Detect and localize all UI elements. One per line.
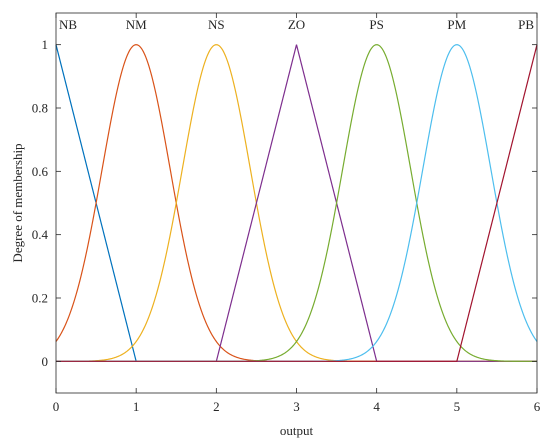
plot-layer bbox=[55, 44, 538, 362]
mf-label-nm: NM bbox=[126, 17, 147, 32]
y-tick-label: 0.4 bbox=[32, 227, 49, 242]
x-axis-label: output bbox=[280, 423, 314, 438]
y-tick-label: 0 bbox=[42, 354, 49, 369]
x-tick-label: 6 bbox=[534, 399, 541, 414]
y-tick-label: 0.8 bbox=[32, 101, 48, 116]
series-line-pb bbox=[56, 44, 538, 362]
axes-box bbox=[55, 12, 538, 394]
mf-label-pm: PM bbox=[447, 17, 466, 32]
y-tick-label: 0.6 bbox=[32, 164, 49, 179]
x-tick-label: 0 bbox=[53, 399, 60, 414]
x-tick-label: 4 bbox=[373, 399, 380, 414]
mf-label-ps: PS bbox=[369, 17, 383, 32]
mf-label-layer: NB NM NS ZO PS PM PB bbox=[59, 17, 534, 32]
mf-label-ns: NS bbox=[208, 17, 225, 32]
mf-label-nb: NB bbox=[59, 17, 77, 32]
x-tick-label: 1 bbox=[133, 399, 140, 414]
mf-label-zo: ZO bbox=[288, 17, 305, 32]
y-tick-label: 1 bbox=[42, 37, 49, 52]
x-tick-label: 2 bbox=[213, 399, 220, 414]
y-tick-label: 0.2 bbox=[32, 291, 48, 306]
mf-label-pb: PB bbox=[518, 17, 534, 32]
x-tick-label: 3 bbox=[293, 399, 300, 414]
x-tick-label: 5 bbox=[454, 399, 461, 414]
y-axis-label: Degree of membership bbox=[10, 143, 25, 262]
